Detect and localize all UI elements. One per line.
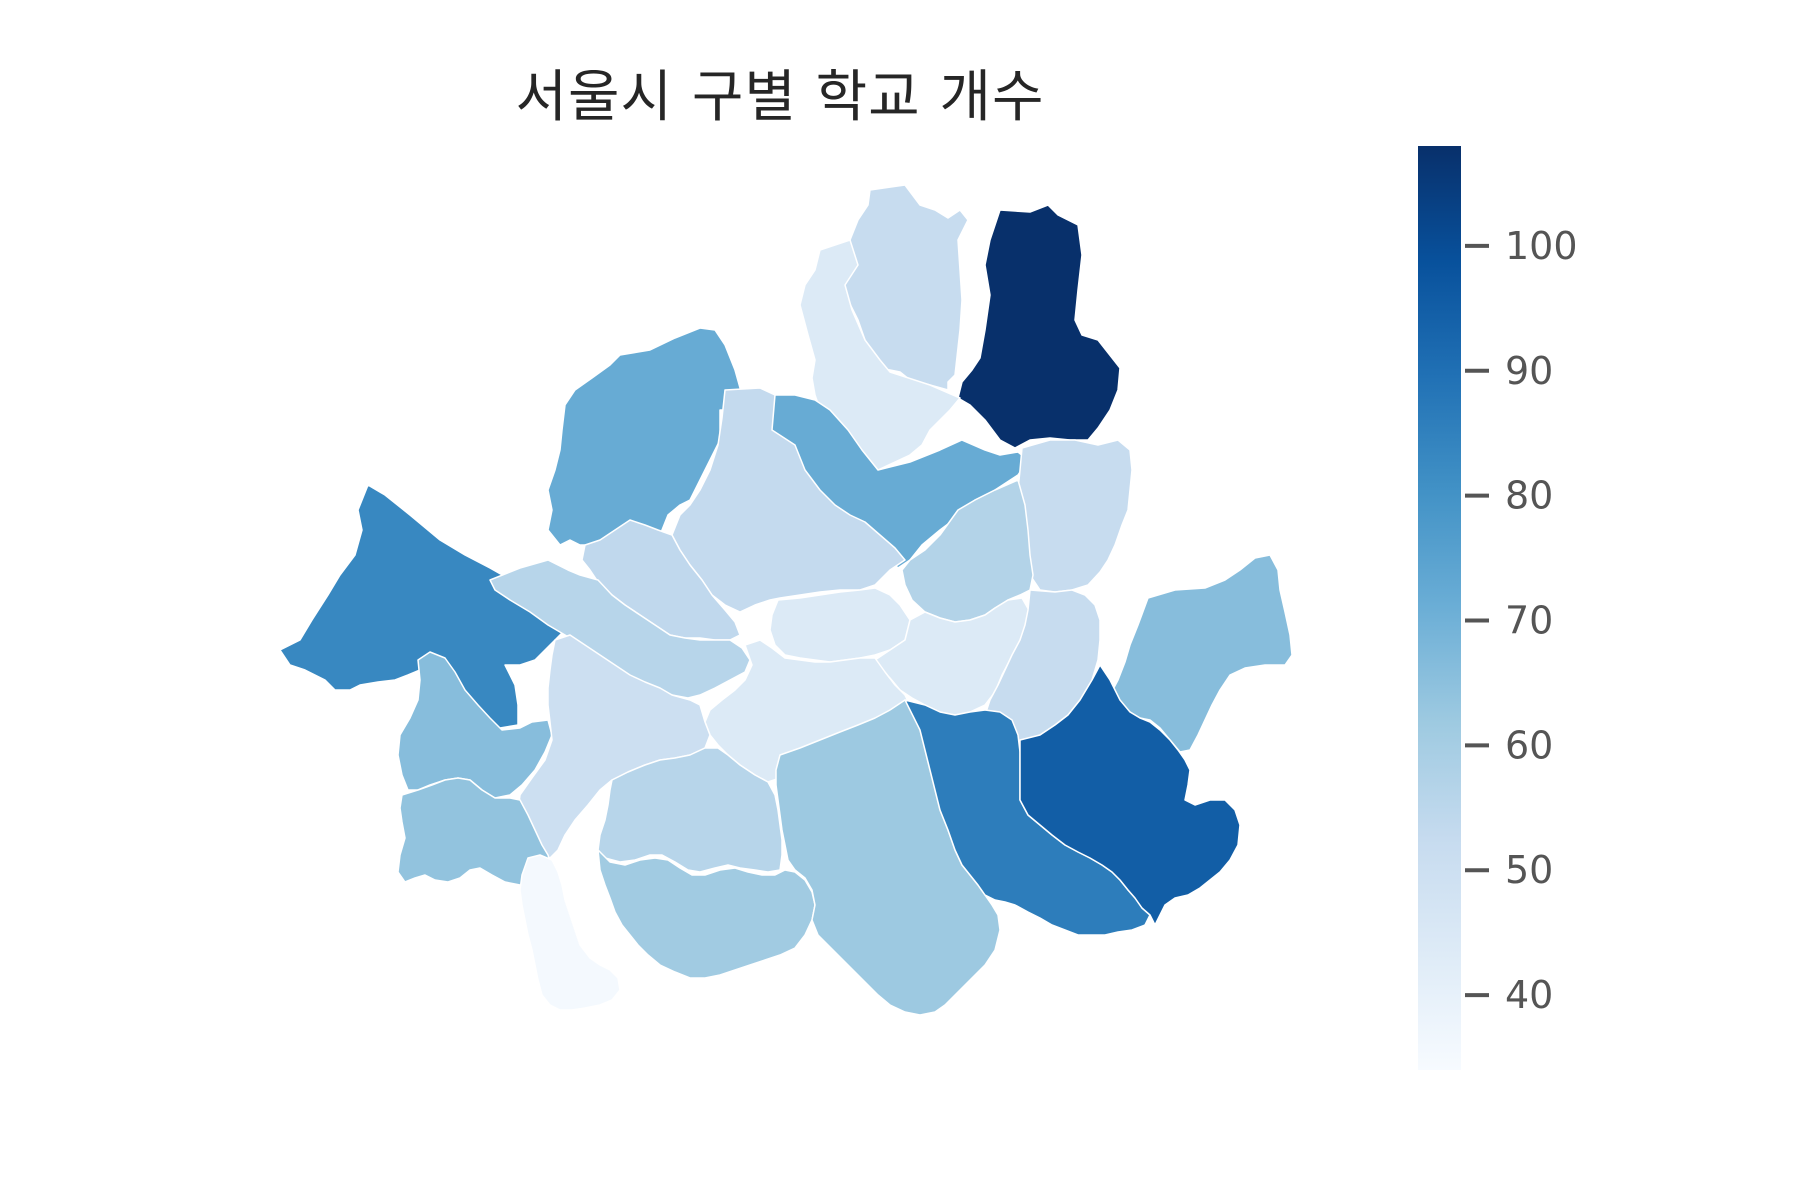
district-yangcheon[interactable]	[397, 651, 553, 799]
colorbar-tick-label: 90	[1505, 349, 1553, 393]
colorbar-tick-label: 60	[1505, 723, 1553, 767]
district-gangnam[interactable]	[904, 699, 1151, 936]
map-title: 서울시 구별 학교 개수	[515, 65, 1045, 130]
district-yeongdeungpo[interactable]	[517, 634, 711, 859]
district-jung[interactable]	[769, 587, 911, 663]
seoul-choropleth-map	[279, 184, 1293, 1016]
district-gwanak[interactable]	[597, 849, 816, 979]
colorbar-tick-label: 40	[1505, 973, 1553, 1017]
district-jongno[interactable]	[671, 387, 906, 613]
colorbar-tick-label: 100	[1505, 224, 1578, 268]
colorbar-tick-label: 50	[1505, 848, 1553, 892]
colorbar-ticks: 40 50 60 70 80 90 100	[1465, 224, 1578, 1017]
colorbar-tick-label: 80	[1505, 474, 1553, 518]
colorbar-tick-label: 70	[1505, 598, 1553, 642]
district-geumcheon[interactable]	[519, 854, 621, 1011]
colorbar-gradient	[1418, 146, 1461, 1070]
district-songpa[interactable]	[1019, 664, 1241, 926]
district-gangbuk[interactable]	[799, 239, 961, 471]
